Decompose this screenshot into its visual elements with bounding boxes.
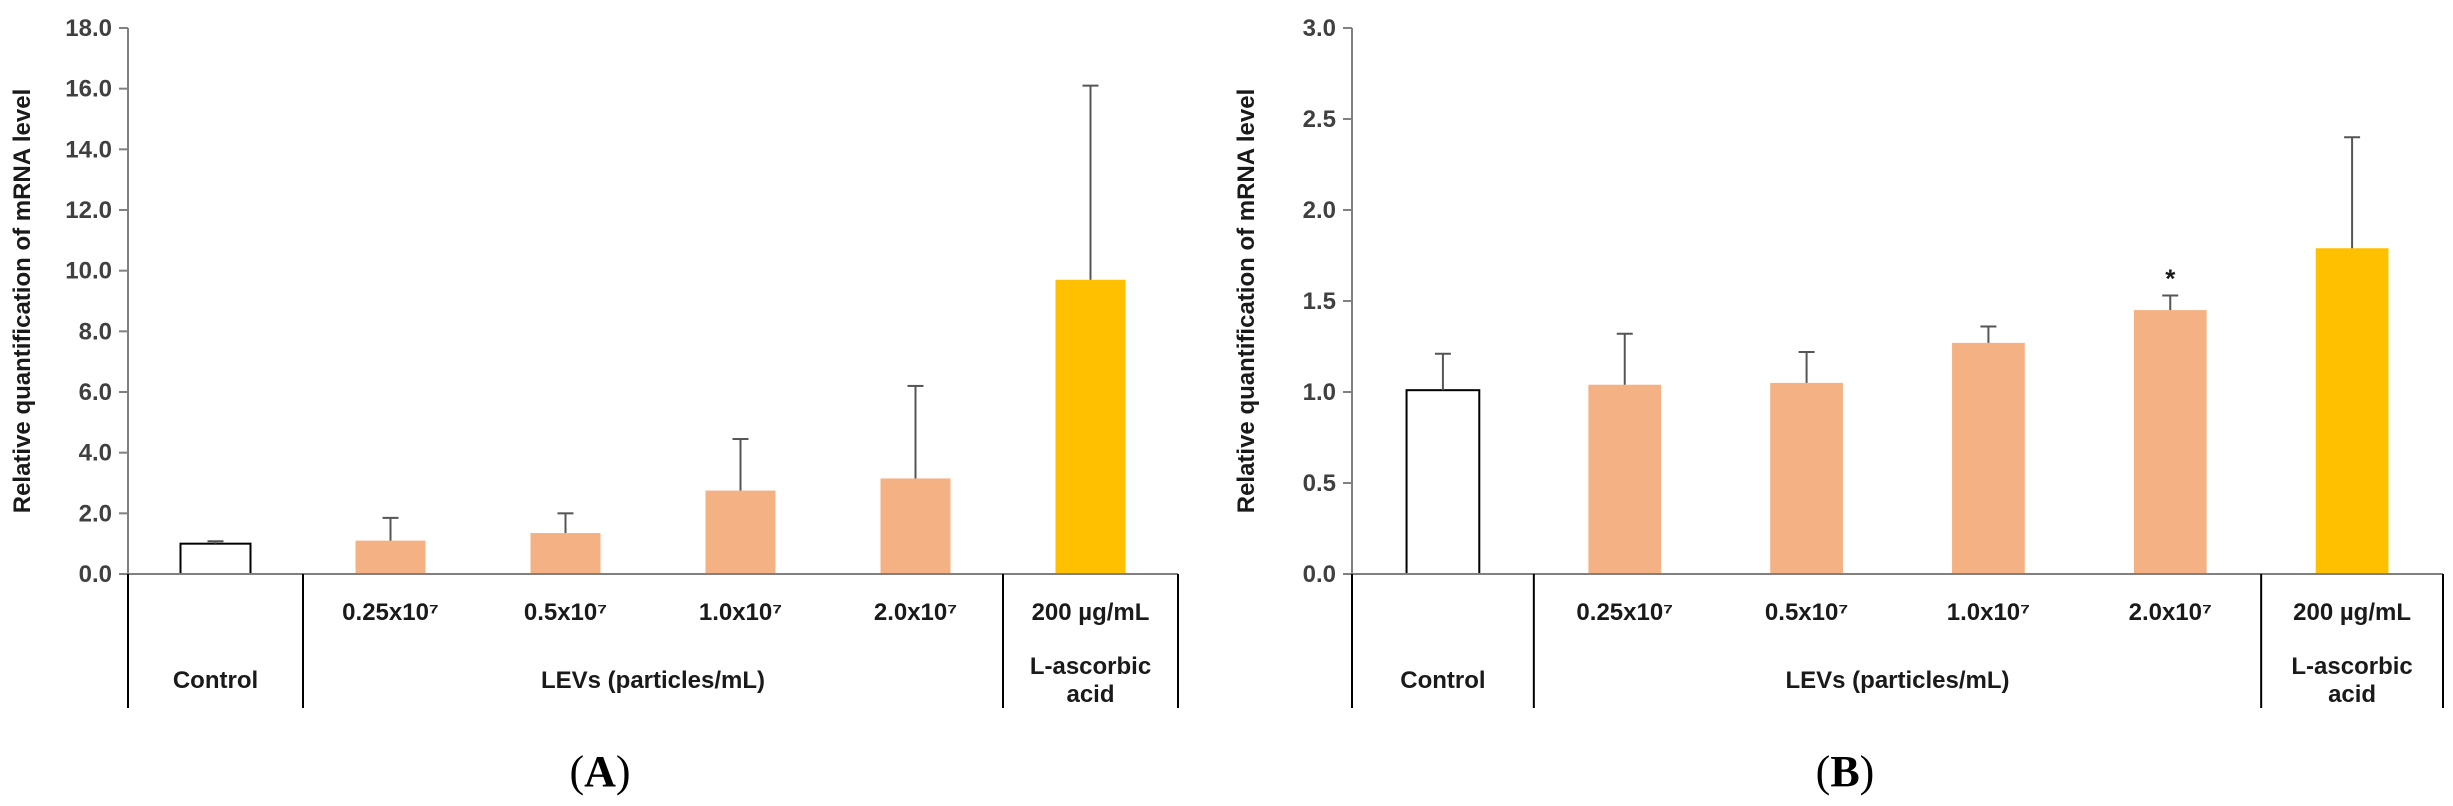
y-tick-label: 14.0: [65, 136, 112, 163]
y-tick-label: 1.0: [1303, 379, 1336, 406]
chart-panel-a: 0.0 2.0 4.0 6.0 8.0 10.0 12.0 14.0 16.0 18.0 Relat…: [9, 15, 1179, 796]
significance-marker: *: [2165, 264, 2176, 294]
bar: [1405, 389, 1481, 575]
panel-label: (A): [569, 747, 630, 796]
x-tick-label: 200 µg/mL: [2293, 599, 2411, 626]
x-tick-label: 2.0x10⁷: [2129, 599, 2212, 626]
bar: [705, 490, 776, 574]
x-tick-label: 0.25x10⁷: [1576, 599, 1673, 626]
group-label: L-ascorbic acid: [2291, 653, 2412, 708]
y-tick-label: 1.5: [1303, 288, 1336, 315]
y-tick-label: 0.0: [79, 561, 112, 588]
group-label: L-ascorbic acid: [1030, 653, 1151, 708]
x-tick-label: 0.5x10⁷: [1765, 599, 1848, 626]
group-label: LEVs (particles/mL): [1785, 667, 2009, 694]
x-tick-label: 0.25x10⁷: [342, 599, 439, 626]
y-tick-label: 3.0: [1303, 15, 1336, 42]
y-tick-label: 12.0: [65, 197, 112, 224]
chart-panel-b: 0.0 0.5 1.0 1.5 2.0 2.5 3.0 Relative quantifica…: [1233, 15, 2444, 796]
bar: [2133, 310, 2207, 574]
bar: [1952, 342, 2025, 574]
bar: [530, 533, 601, 574]
group-label: Control: [1400, 667, 1485, 694]
x-tick-label: 1.0x10⁷: [1947, 599, 2030, 626]
bar: [1055, 279, 1126, 574]
bar: [1770, 382, 1843, 574]
bar: [2315, 248, 2389, 574]
y-tick-label: 18.0: [65, 15, 112, 42]
y-tick-label: 2.5: [1303, 106, 1336, 133]
x-tick-label: 0.5x10⁷: [524, 599, 607, 626]
bar: [355, 540, 426, 574]
y-tick-label: 4.0: [79, 440, 112, 467]
panel-label: (B): [1816, 747, 1875, 796]
y-tick-label: 6.0: [79, 379, 112, 406]
y-tick-label: 8.0: [79, 318, 112, 345]
y-tick-label: 2.0: [79, 500, 112, 527]
y-axis-title: Relative quantification of mRNA level: [9, 89, 36, 514]
group-label: LEVs (particles/mL): [541, 667, 765, 694]
x-tick-label: 1.0x10⁷: [699, 599, 782, 626]
x-tick-label: 200 µg/mL: [1032, 599, 1150, 626]
y-tick-label: 2.0: [1303, 197, 1336, 224]
x-tick-label: 2.0x10⁷: [874, 599, 957, 626]
group-label: Control: [173, 667, 258, 694]
y-tick-label: 10.0: [65, 258, 112, 285]
bar: [1588, 384, 1662, 574]
y-axis-title: Relative quantification of mRNA level: [1233, 89, 1260, 514]
bar: [179, 542, 252, 576]
bar: [880, 478, 951, 574]
y-tick-label: 0.0: [1303, 561, 1336, 588]
y-tick-label: 16.0: [65, 76, 112, 103]
y-tick-label: 0.5: [1303, 470, 1336, 497]
